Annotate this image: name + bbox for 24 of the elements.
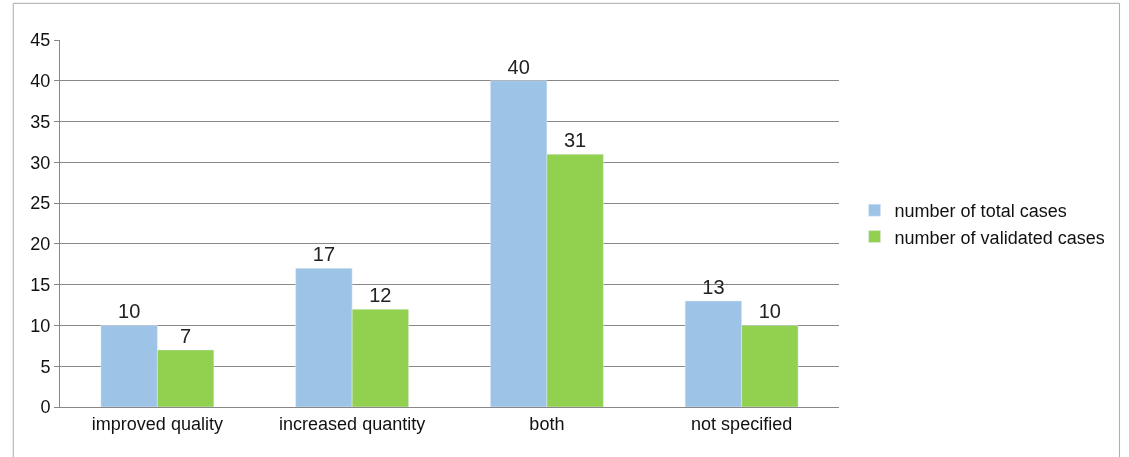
- y-tick-label: 20: [30, 234, 51, 255]
- x-tick-label: not specified: [691, 413, 793, 434]
- y-tick-label: 35: [30, 111, 51, 132]
- data-label: 10: [118, 300, 141, 323]
- y-tick-label: 30: [30, 152, 51, 173]
- y-tick-label: 40: [30, 71, 51, 92]
- y-tick-label: 5: [40, 356, 51, 377]
- data-label: 12: [369, 284, 392, 307]
- y-tick-label: 45: [30, 30, 51, 51]
- data-label: 17: [312, 243, 336, 266]
- x-tick-label: both: [529, 413, 565, 434]
- data-label: 7: [180, 324, 192, 347]
- y-tick-label: 25: [30, 193, 51, 214]
- data-label: 13: [702, 275, 725, 298]
- legend-label: number of total cases: [894, 201, 1067, 222]
- data-label: 31: [563, 129, 587, 152]
- y-tick-label: 10: [30, 315, 51, 336]
- x-tick-label: increased quantity: [279, 413, 426, 434]
- y-tick-label: 15: [30, 274, 51, 295]
- data-label: 40: [507, 55, 530, 78]
- legend-label: number of validated cases: [894, 227, 1105, 248]
- x-tick-label: improved quality: [91, 413, 223, 434]
- data-label: 10: [758, 300, 781, 323]
- y-tick-label: 0: [40, 397, 51, 418]
